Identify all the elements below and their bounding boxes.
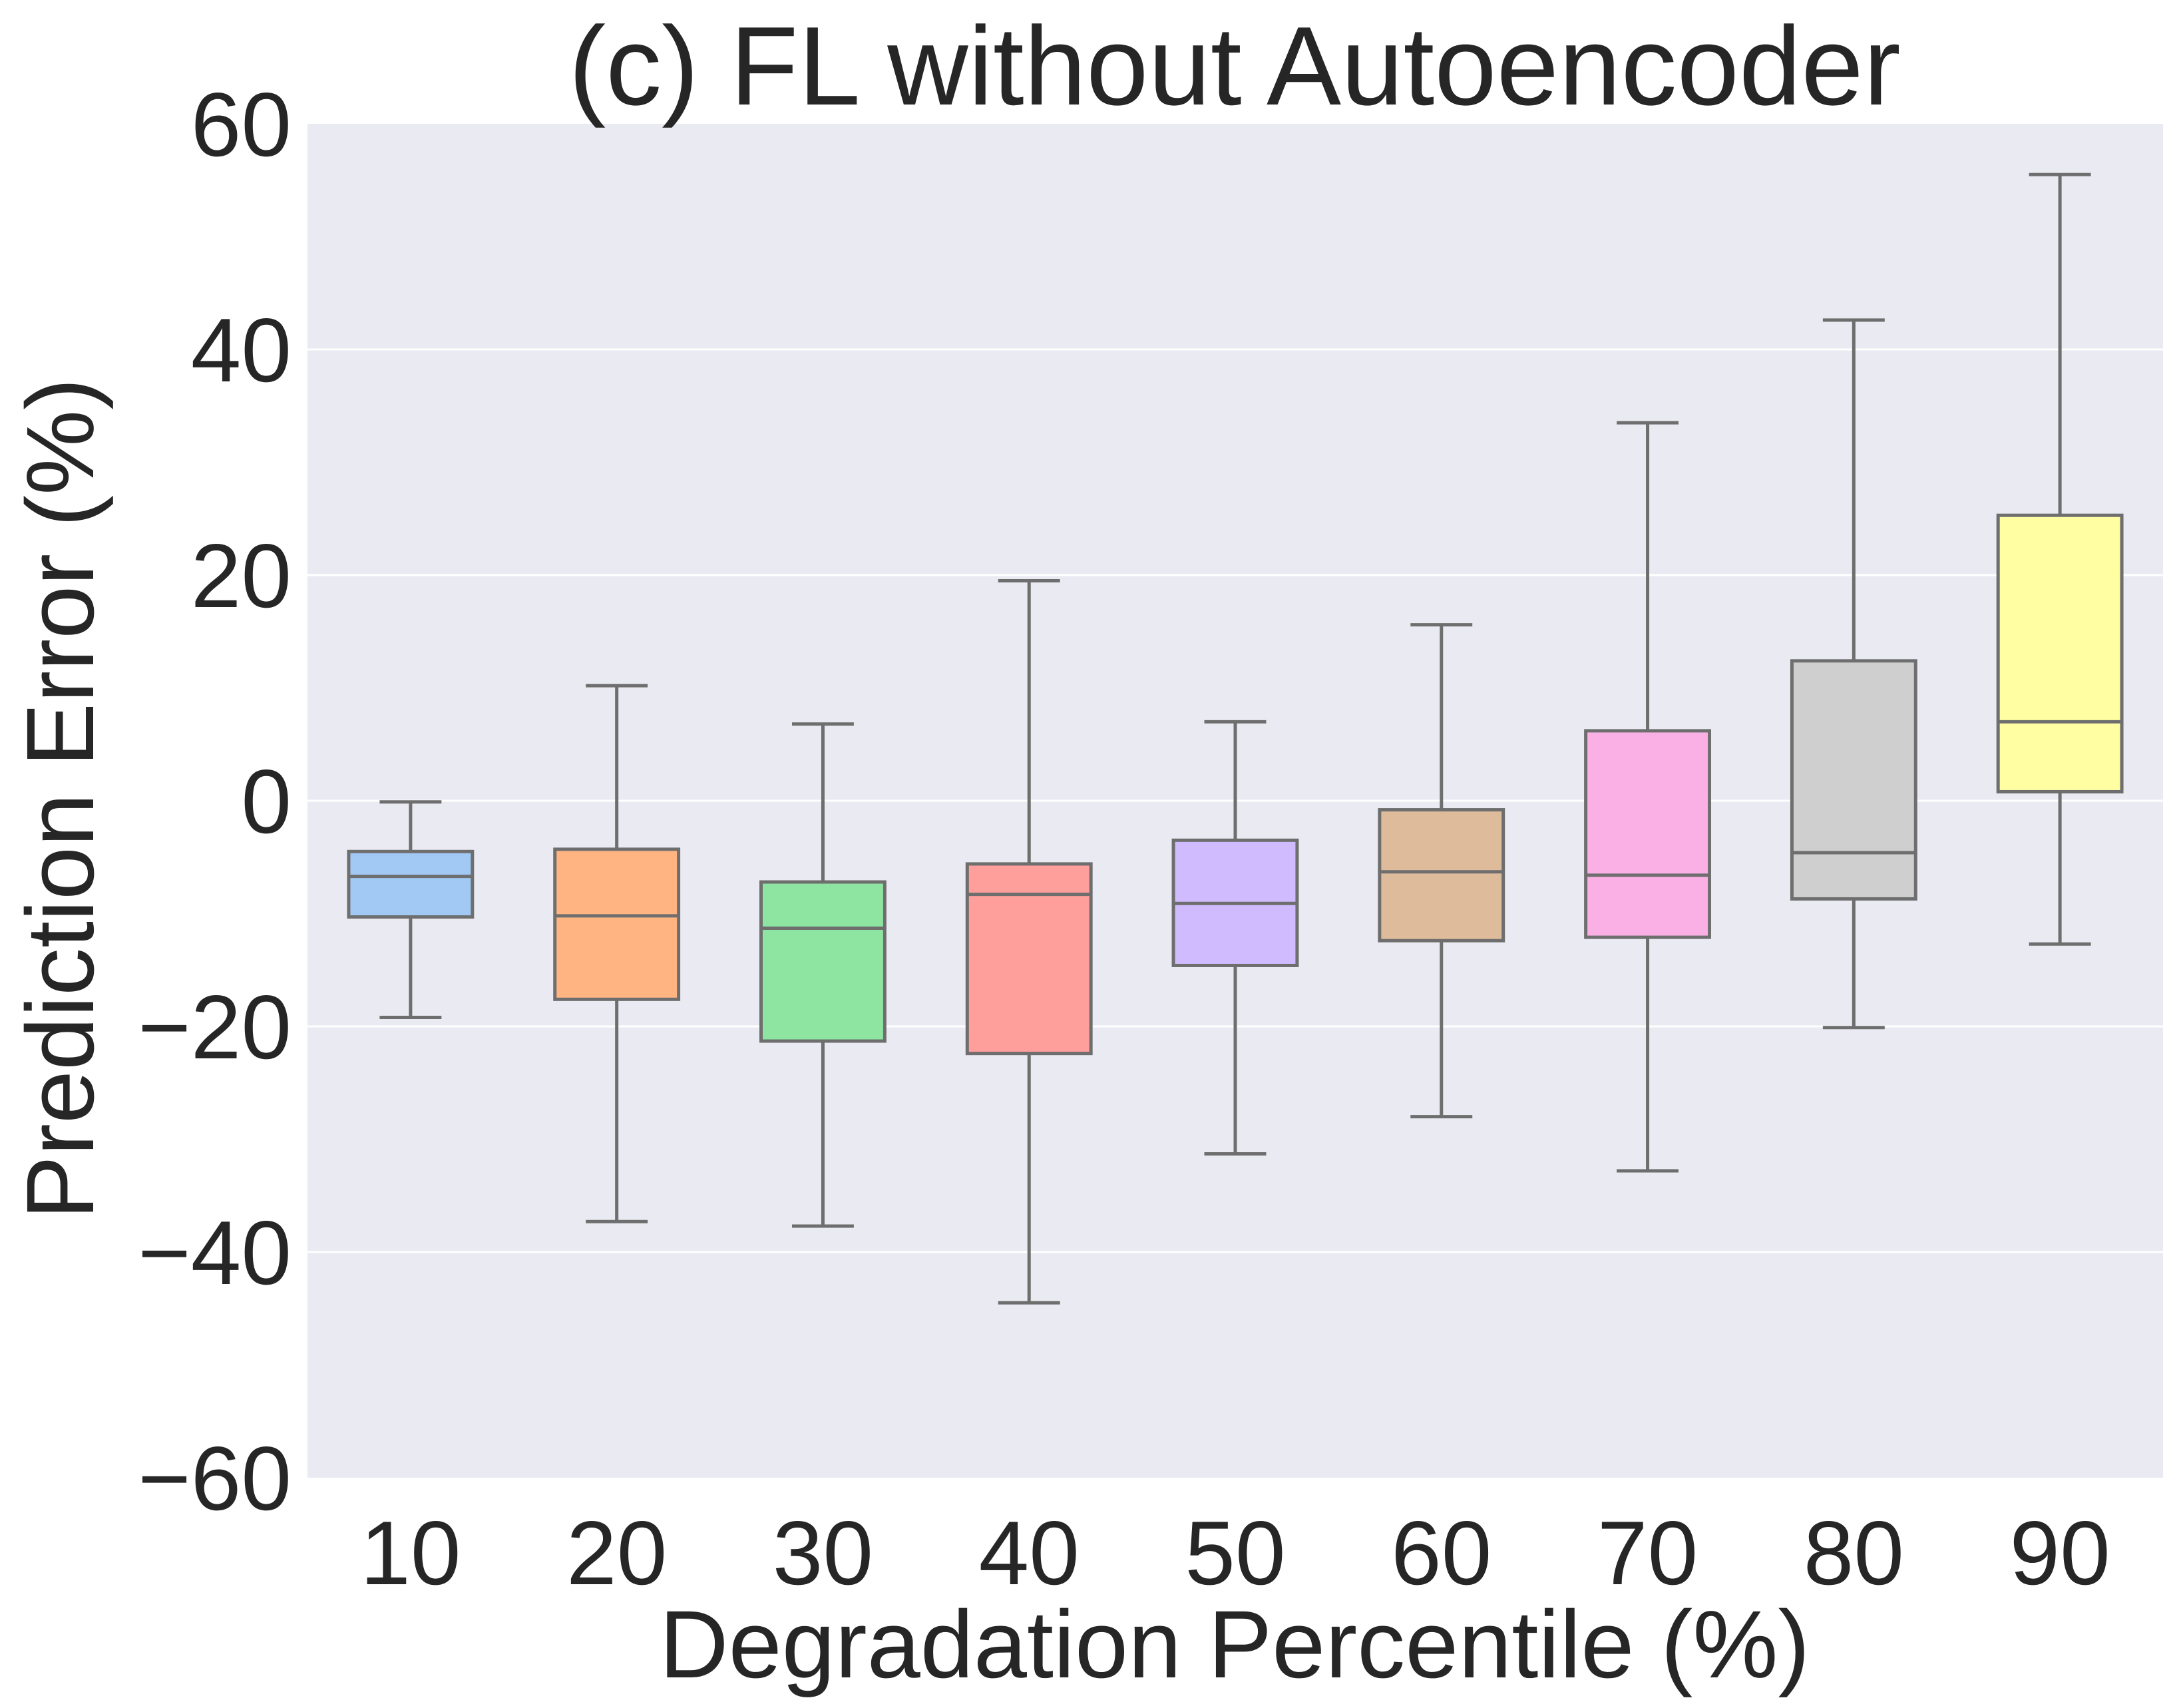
box-series (347, 172, 2124, 1305)
box-group (1996, 172, 2124, 946)
box-iqr (1584, 729, 1711, 939)
x-tick-label: 80 (1804, 1502, 1904, 1603)
box-iqr (1378, 808, 1505, 943)
y-tick-label: −60 (138, 1428, 292, 1529)
box-iqr (553, 847, 681, 1001)
box-iqr (965, 862, 1093, 1056)
x-tick-label: 20 (566, 1502, 667, 1603)
box-group (1790, 318, 1917, 1030)
y-tick-labels: −60 −40 −20 0 20 40 60 (138, 74, 292, 1529)
chart-title: (c) FL without Autoencoder (568, 3, 1900, 128)
x-tick-label: 70 (1597, 1502, 1698, 1603)
x-tick-labels: 10 20 30 40 50 60 70 80 90 (360, 1502, 2110, 1603)
x-tick-label: 90 (2009, 1502, 2110, 1603)
box-group (759, 722, 887, 1228)
x-tick-label: 40 (979, 1502, 1080, 1603)
y-tick-label: −40 (138, 1202, 292, 1303)
box-iqr (347, 849, 475, 919)
box-group (965, 578, 1093, 1305)
box-iqr (1996, 513, 2124, 793)
x-tick-label: 50 (1185, 1502, 1285, 1603)
box-iqr (1790, 659, 1917, 901)
box-group (1378, 623, 1505, 1119)
box-group (347, 800, 475, 1019)
x-tick-label: 30 (773, 1502, 873, 1603)
box-group (1171, 720, 1299, 1156)
box-iqr (759, 880, 887, 1043)
y-tick-label: 40 (191, 300, 292, 401)
y-axis-label: Prediction Error (%) (7, 378, 114, 1219)
box-group (553, 684, 681, 1223)
y-tick-label: 20 (191, 525, 292, 626)
y-tick-label: −20 (138, 976, 292, 1078)
x-axis-label: Degradation Percentile (%) (660, 1591, 1810, 1698)
y-tick-label: 0 (241, 751, 292, 852)
x-tick-label: 10 (360, 1502, 461, 1603)
box-group (1584, 421, 1711, 1173)
y-tick-label: 60 (191, 74, 292, 175)
x-tick-label: 60 (1391, 1502, 1491, 1603)
